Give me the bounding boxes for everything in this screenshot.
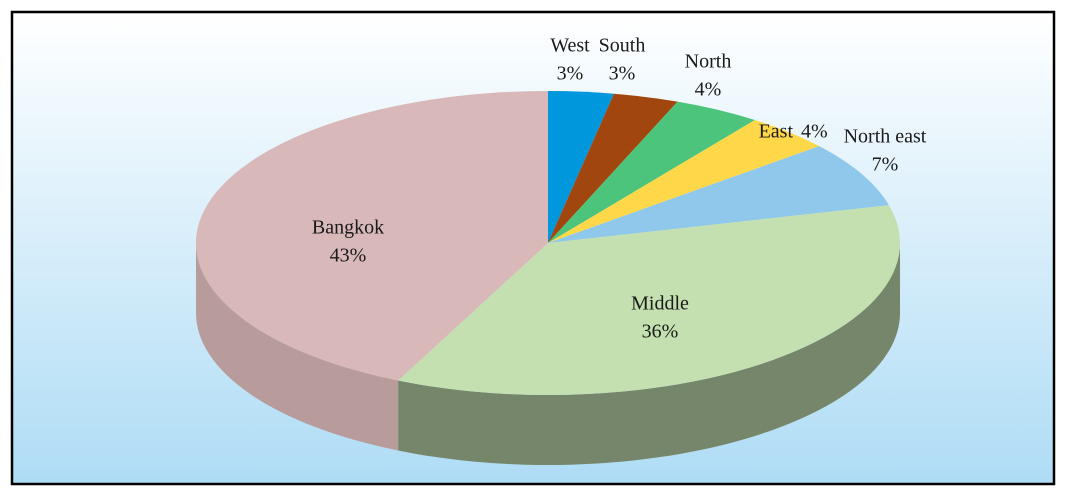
- slice-value-label: 7%: [872, 154, 899, 176]
- slice: [548, 146, 889, 243]
- slice-value-label: 4%: [695, 79, 722, 101]
- slice-value-label: 4%: [801, 121, 828, 143]
- slice-name: North: [685, 51, 732, 73]
- slice-value-label: 36%: [642, 321, 679, 343]
- slice-value-label: 3%: [557, 63, 584, 85]
- slice-value-label: 3%: [609, 63, 636, 85]
- slice: [548, 101, 755, 243]
- slice-side: [196, 243, 399, 451]
- pie-tops: [195, 91, 900, 395]
- slice-name: South: [599, 35, 646, 57]
- slice-name: East: [759, 121, 794, 143]
- slice-name: Middle: [631, 293, 689, 315]
- slice: [548, 93, 678, 243]
- slice-name: West: [550, 35, 590, 57]
- slice-side: [398, 243, 900, 465]
- slice: [398, 205, 900, 395]
- slice: [548, 120, 820, 243]
- slice-name: Bangkok: [312, 217, 384, 239]
- slice: [548, 91, 614, 243]
- slice: [195, 91, 549, 381]
- slice-name: North east: [844, 126, 927, 148]
- slice-value-label: 43%: [330, 245, 367, 267]
- pie-sides: [196, 243, 900, 465]
- pie-labels: West 3% South 3% North 4% East 4% North east 7% Mi…: [312, 35, 927, 343]
